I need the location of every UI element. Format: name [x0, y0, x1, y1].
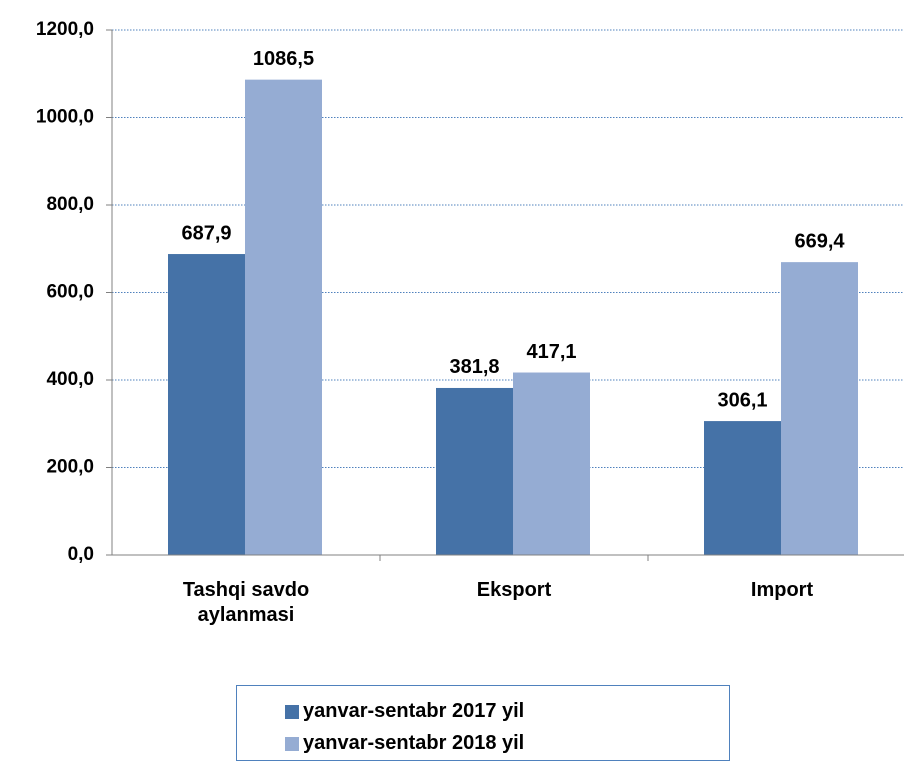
x-tick-label: Eksport [476, 579, 552, 601]
value-label: 306,1 [717, 389, 767, 411]
legend-item: yanvar-sentabr 2017 yil [285, 700, 524, 723]
y-tick-label: 0,0 [68, 544, 94, 565]
bar [513, 372, 590, 555]
legend-label: yanvar-sentabr 2018 yil [303, 732, 525, 754]
y-tick-label: 600,0 [46, 282, 94, 303]
bar [168, 254, 245, 555]
bar [781, 262, 858, 555]
legend-item: yanvar-sentabr 2018 yil [285, 732, 524, 755]
value-label: 417,1 [526, 341, 576, 363]
bar [245, 79, 322, 555]
legend-swatch [285, 736, 299, 751]
y-tick-label: 400,0 [46, 369, 94, 390]
bar [704, 421, 781, 555]
value-label: 381,8 [449, 356, 499, 378]
value-label: 687,9 [181, 222, 231, 244]
bar [436, 387, 513, 555]
y-tick-label: 1200,0 [36, 19, 94, 40]
x-tick-label: Import [750, 579, 814, 601]
legend-label: yanvar-sentabr 2017 yil [303, 700, 525, 722]
legend: yanvar-sentabr 2017 yil yanvar-sentabr 20… [236, 685, 730, 761]
value-label: 1086,5 [253, 48, 314, 70]
value-label: 669,4 [794, 230, 845, 252]
legend-swatch [285, 704, 299, 719]
x-tick-label: Tashqi savdo aylanmasi [182, 579, 310, 626]
chart: 0,0 200,0 400,0 600,0 800,0 1000,0 1200,0 687,9… [36, 19, 904, 565]
y-tick-label: 800,0 [46, 194, 94, 215]
y-tick-label: 200,0 [46, 457, 94, 478]
y-tick-label: 1000,0 [36, 107, 94, 128]
